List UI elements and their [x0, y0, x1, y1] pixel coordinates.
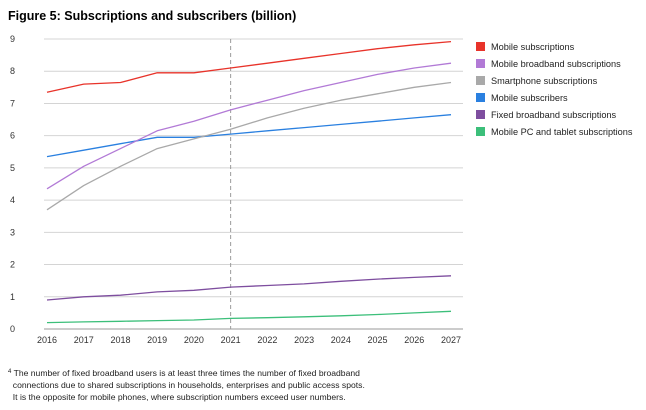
footnote-line-3: It is the opposite for mobile phones, wh…: [8, 391, 448, 403]
y-tick-label: 5: [10, 163, 15, 173]
legend-label: Mobile broadband subscriptions: [491, 58, 621, 69]
x-tick-label: 2023: [294, 335, 314, 345]
legend-label: Fixed broadband subscriptions: [491, 109, 617, 120]
y-tick-label: 7: [10, 98, 15, 108]
footnote-text: It is the opposite for mobile phones, wh…: [12, 392, 346, 402]
legend-swatch: [476, 59, 485, 68]
legend-swatch: [476, 42, 485, 51]
y-axis-ticks: 0 1 2 3 4 5 6 7 8 9: [10, 34, 15, 334]
legend-item-mobile-subscribers: Mobile subscribers: [476, 89, 642, 106]
y-tick-label: 9: [10, 34, 15, 44]
x-axis-ticks: 2016 2017 2018 2019 2020 2021 2022 2023 2024 2025…: [37, 335, 461, 345]
x-tick-label: 2016: [37, 335, 57, 345]
footnote-text: The number of fixed broadband users is a…: [13, 368, 360, 378]
legend-item-fixed-broadband-subscriptions: Fixed broadband subscriptions: [476, 106, 642, 123]
series-line-mobile-broadband-subscriptions: [46, 62, 452, 190]
series-line-mobile-pc-and-tablet-subscriptions: [46, 310, 452, 324]
footnote-line-2: connections due to shared subscriptions …: [8, 379, 448, 391]
legend-item-smartphone-subscriptions: Smartphone subscriptions: [476, 72, 642, 89]
legend-label: Mobile subscriptions: [491, 41, 575, 52]
x-tick-label: 2026: [404, 335, 424, 345]
x-tick-label: 2022: [257, 335, 277, 345]
series-line-mobile-subscriptions: [46, 40, 452, 93]
legend-swatch: [476, 93, 485, 102]
legend-swatch: [476, 127, 485, 136]
x-tick-label: 2025: [368, 335, 388, 345]
legend-item-mobile-subscriptions: Mobile subscriptions: [476, 38, 642, 55]
y-tick-label: 8: [10, 66, 15, 76]
legend-label: Mobile subscribers: [491, 92, 568, 103]
series-lines: [46, 40, 452, 324]
series-line-smartphone-subscriptions: [46, 81, 452, 211]
x-tick-label: 2024: [331, 335, 351, 345]
x-tick-label: 2017: [74, 335, 94, 345]
footnote: 4 The number of fixed broadband users is…: [8, 367, 448, 403]
y-tick-label: 0: [10, 324, 15, 334]
footnote-text: connections due to shared subscriptions …: [12, 380, 365, 390]
chart-title: Figure 5: Subscriptions and subscribers …: [8, 9, 297, 23]
series-line-mobile-subscribers: [46, 114, 452, 158]
x-tick-label: 2019: [147, 335, 167, 345]
series-line-fixed-broadband-subscriptions: [46, 275, 452, 301]
y-tick-label: 1: [10, 292, 15, 302]
y-tick-label: 2: [10, 260, 15, 270]
legend-item-mobile-pc-tablet-subscriptions: Mobile PC and tablet subscriptions: [476, 123, 642, 140]
chart-legend: Mobile subscriptions Mobile broadband su…: [476, 38, 642, 140]
y-tick-label: 4: [10, 195, 15, 205]
footnote-line-1: 4 The number of fixed broadband users is…: [8, 367, 448, 379]
y-tick-label: 3: [10, 227, 15, 237]
y-tick-label: 6: [10, 131, 15, 141]
legend-label: Smartphone subscriptions: [491, 75, 598, 86]
x-tick-label: 2020: [184, 335, 204, 345]
legend-swatch: [476, 110, 485, 119]
legend-swatch: [476, 76, 485, 85]
x-tick-label: 2021: [221, 335, 241, 345]
gridlines: [44, 38, 463, 330]
x-tick-label: 2018: [110, 335, 130, 345]
x-tick-label: 2027: [441, 335, 461, 345]
legend-label: Mobile PC and tablet subscriptions: [491, 126, 633, 137]
legend-item-mobile-broadband-subscriptions: Mobile broadband subscriptions: [476, 55, 642, 72]
footnote-marker: 4: [8, 369, 12, 375]
